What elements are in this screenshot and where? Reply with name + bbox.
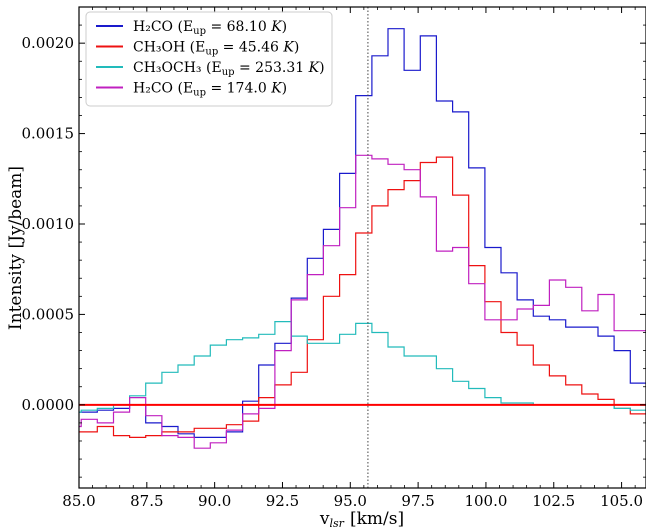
y-tick-label: 0.0005	[22, 305, 75, 323]
x-tick-label: 105.0	[600, 492, 643, 510]
x-tick-label: 92.5	[266, 492, 299, 510]
series-line-3	[79, 321, 646, 413]
y-tick-label: 0.0020	[22, 34, 75, 52]
x-tick-label: 87.5	[130, 492, 163, 510]
y-tick-label: 0.0015	[22, 125, 75, 143]
series-line-2	[79, 156, 646, 438]
legend-entry: H₂CO (Eup = 68.10 K)	[133, 19, 287, 37]
ticks: 85.0 87.5 90.0 92.5 95.0 97.5 100.0 102.5 105.0 0…	[22, 6, 646, 510]
x-axis-label-unit: [km/s]	[350, 509, 404, 527]
series-layer	[79, 28, 646, 449]
y-axis-label: Intensity [Jy/beam]	[6, 166, 26, 330]
x-tick-label: 95.0	[334, 492, 367, 510]
legend-box	[85, 11, 333, 107]
series-line-1	[79, 28, 646, 438]
legend-entry: CH₃OCH₃ (Eup = 253.31 K)	[133, 60, 325, 78]
legend-entry: H₂CO (Eup = 174.0 K)	[133, 81, 287, 99]
x-axis-label-sub: lsr	[330, 517, 345, 527]
x-tick-label: 97.5	[401, 492, 434, 510]
x-tick-label: 90.0	[198, 492, 231, 510]
y-tick-label: 0.0000	[22, 396, 75, 414]
x-tick-label: 85.0	[62, 492, 95, 510]
reference-lines	[79, 7, 646, 488]
legend-entry: CH₃OH (Eup = 45.46 K)	[133, 40, 299, 58]
y-tick-label: 0.0010	[22, 215, 75, 233]
x-axis-label-main: v	[319, 509, 330, 527]
series-line-4	[79, 154, 646, 449]
x-tick-label: 102.5	[532, 492, 575, 510]
legend: H₂CO (Eup = 68.10 K) CH₃OH (Eup = 45.46 K…	[85, 11, 333, 107]
x-axis-label: vlsr [km/s]	[319, 509, 404, 527]
plot-frame	[78, 6, 646, 489]
x-tick-label: 100.0	[464, 492, 507, 510]
axes	[78, 6, 646, 489]
